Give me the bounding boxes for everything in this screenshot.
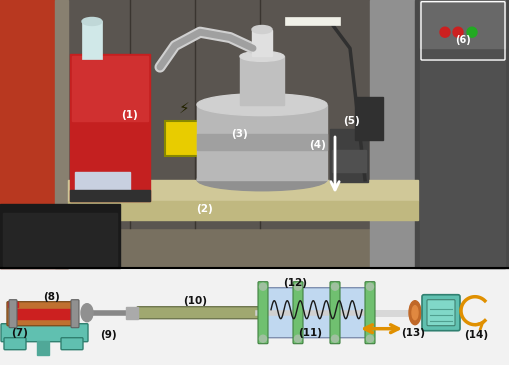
Circle shape: [294, 283, 301, 290]
Text: (14): (14): [463, 330, 487, 340]
FancyBboxPatch shape: [329, 282, 340, 344]
Bar: [285, 18, 340, 26]
Text: (13): (13): [400, 328, 424, 338]
Bar: [0, 0, 509, 268]
Bar: [37, 341, 49, 355]
Bar: [0, 268, 509, 365]
Bar: [8, 302, 18, 307]
FancyBboxPatch shape: [71, 300, 79, 328]
FancyBboxPatch shape: [165, 120, 203, 155]
Bar: [3, 213, 117, 266]
Text: (11): (11): [297, 328, 321, 338]
Bar: [419, 0, 504, 268]
Bar: [240, 56, 284, 105]
Circle shape: [331, 335, 338, 342]
Bar: [196, 105, 326, 180]
FancyBboxPatch shape: [61, 338, 83, 350]
Bar: [419, 0, 504, 48]
Circle shape: [294, 335, 301, 342]
Ellipse shape: [81, 304, 93, 322]
FancyBboxPatch shape: [4, 338, 26, 350]
FancyBboxPatch shape: [137, 307, 264, 319]
Bar: [354, 97, 382, 139]
FancyBboxPatch shape: [421, 295, 459, 331]
Bar: [369, 0, 414, 268]
Ellipse shape: [196, 169, 326, 191]
Circle shape: [366, 283, 373, 290]
Circle shape: [452, 27, 462, 37]
FancyBboxPatch shape: [293, 282, 302, 344]
Bar: [331, 150, 365, 172]
Text: (6): (6): [454, 35, 470, 45]
Bar: [0, 204, 120, 268]
FancyBboxPatch shape: [7, 302, 77, 326]
Circle shape: [466, 27, 476, 37]
Text: ⚡: ⚡: [178, 101, 189, 116]
Ellipse shape: [408, 301, 420, 325]
Bar: [196, 134, 326, 150]
Text: (5): (5): [343, 116, 360, 126]
Bar: [70, 191, 150, 201]
Bar: [126, 307, 138, 319]
FancyBboxPatch shape: [9, 300, 17, 328]
Ellipse shape: [411, 306, 417, 320]
Text: (7): (7): [12, 328, 29, 338]
Circle shape: [259, 335, 266, 342]
Bar: [68, 0, 377, 228]
Ellipse shape: [251, 26, 271, 34]
Ellipse shape: [196, 94, 326, 116]
Text: (10): (10): [183, 296, 207, 306]
Ellipse shape: [82, 18, 102, 26]
Circle shape: [439, 27, 449, 37]
Circle shape: [366, 335, 373, 342]
Bar: [75, 172, 130, 196]
Text: (2): (2): [196, 204, 213, 214]
Text: (8): (8): [44, 292, 60, 302]
FancyBboxPatch shape: [1, 324, 88, 342]
FancyBboxPatch shape: [262, 288, 370, 338]
Circle shape: [259, 283, 266, 290]
Text: (4): (4): [309, 140, 326, 150]
FancyBboxPatch shape: [258, 282, 267, 344]
FancyBboxPatch shape: [426, 300, 454, 326]
Bar: [55, 0, 68, 268]
FancyBboxPatch shape: [364, 282, 374, 344]
Bar: [414, 0, 509, 268]
Text: (3): (3): [231, 129, 248, 139]
Bar: [68, 180, 417, 201]
Text: (9): (9): [99, 330, 116, 340]
Bar: [0, 0, 68, 268]
Bar: [68, 201, 417, 220]
Ellipse shape: [240, 51, 284, 61]
Bar: [72, 56, 148, 121]
Text: (12): (12): [282, 278, 306, 288]
Circle shape: [331, 283, 338, 290]
Text: (1): (1): [121, 110, 138, 120]
Bar: [70, 54, 150, 201]
Bar: [251, 30, 271, 56]
Bar: [12, 309, 70, 319]
Bar: [82, 22, 102, 59]
Bar: [329, 129, 367, 182]
